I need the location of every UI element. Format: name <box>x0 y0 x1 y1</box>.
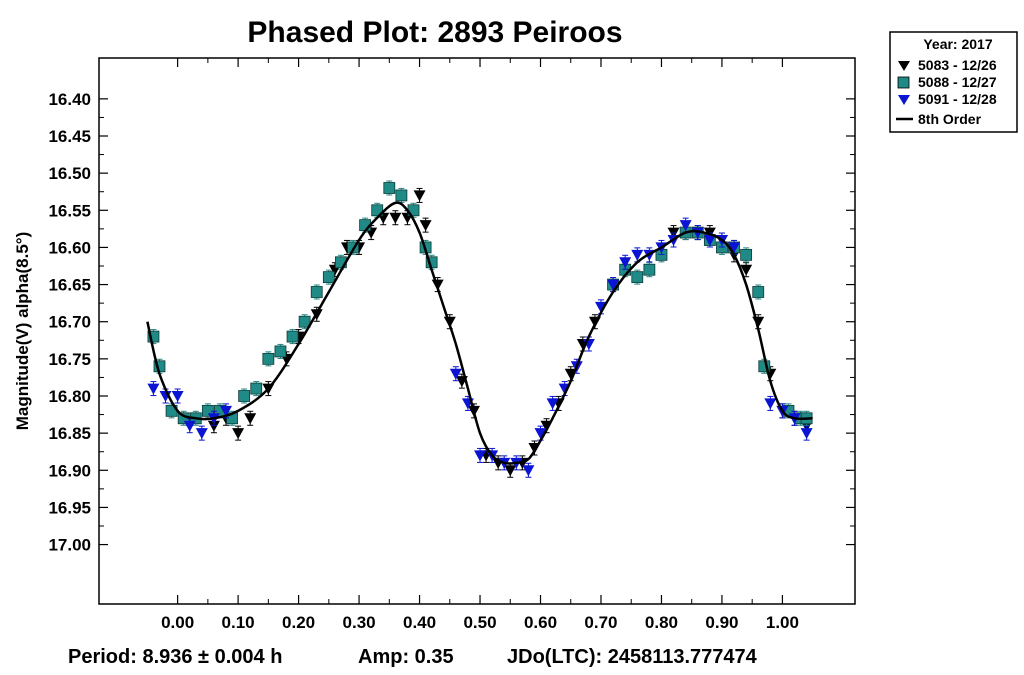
point-5083 <box>413 190 426 202</box>
point-5091 <box>220 405 233 417</box>
legend-entry-5083: 5083 - 12/26 <box>918 57 997 73</box>
point-5091 <box>764 398 777 410</box>
point-5088 <box>238 390 251 402</box>
y-tick-label: 16.45 <box>48 127 91 146</box>
point-5088 <box>383 182 396 194</box>
legend-entry-5088: 5088 - 12/27 <box>918 74 997 90</box>
data-points <box>147 180 813 478</box>
point-5088 <box>371 204 384 217</box>
point-5088 <box>322 271 335 284</box>
legend-title: Year: 2017 <box>923 36 992 52</box>
x-tick-label: 0.00 <box>161 613 194 632</box>
point-5088 <box>262 352 275 365</box>
point-5091 <box>171 391 184 402</box>
y-tick-label: 16.55 <box>48 201 91 220</box>
y-tick-label: 16.90 <box>48 461 91 480</box>
point-5091 <box>147 383 160 395</box>
x-tick-label: 0.20 <box>282 613 315 632</box>
point-5091 <box>183 420 196 432</box>
point-5083 <box>232 428 245 440</box>
point-5088 <box>310 286 323 298</box>
y-tick-label: 17.00 <box>48 536 91 555</box>
point-5088 <box>250 382 263 395</box>
point-5091 <box>195 428 208 440</box>
point-5088 <box>643 263 656 276</box>
point-5083 <box>244 413 257 425</box>
x-tick-label: 0.90 <box>705 613 738 632</box>
x-tick-label: 1.00 <box>766 613 799 632</box>
point-5088 <box>274 345 287 358</box>
y-tick-label: 16.50 <box>48 164 91 183</box>
y-axis-label: Magnitude(V) alpha(8.5°) <box>13 232 32 431</box>
legend-box <box>889 31 1018 133</box>
legend: Year: 2017 5083 - 12/26 5088 - 12/27 509… <box>889 31 1018 133</box>
y-tick-label: 16.85 <box>48 424 91 443</box>
x-tick-label: 0.10 <box>222 613 255 632</box>
point-5091 <box>534 428 547 440</box>
y-tick-label: 16.40 <box>48 90 91 109</box>
point-5083 <box>207 420 220 432</box>
point-5083 <box>504 465 517 477</box>
point-5091 <box>474 450 487 462</box>
epoch-label: JDo(LTC): 2458113.777474 <box>507 646 758 668</box>
legend-marker-5091 <box>898 95 910 105</box>
point-5091 <box>679 220 692 232</box>
x-tick-label: 0.50 <box>463 613 496 632</box>
y-tick-label: 16.60 <box>48 238 91 257</box>
legend-marker-5083 <box>898 61 910 71</box>
point-5088 <box>752 286 765 298</box>
x-tick-label: 0.40 <box>403 613 436 632</box>
point-5091 <box>728 242 741 254</box>
y-tick-label: 16.75 <box>48 350 91 369</box>
y-tick-label: 16.70 <box>48 313 91 332</box>
point-5088 <box>298 315 311 328</box>
point-5088 <box>631 271 644 284</box>
x-tick-label: 0.60 <box>524 613 557 632</box>
plot-frame <box>98 57 856 605</box>
point-5083 <box>419 220 432 232</box>
y-axis-ticks: 16.40 16.45 16.50 16.55 16.60 16.65 16.70 16.75… <box>48 90 855 555</box>
x-axis-ticks: 0.00 0.10 0.20 0.30 0.40 0.50 0.60 0.70 0.80 0.90… <box>161 58 799 632</box>
point-5091 <box>619 257 632 269</box>
legend-marker-5088 <box>897 76 910 89</box>
y-tick-label: 16.80 <box>48 387 91 406</box>
point-5091 <box>631 249 644 261</box>
point-5091 <box>607 279 620 291</box>
point-5088 <box>147 330 160 343</box>
period-label: Period: 8.936 ± 0.004 h <box>68 646 282 668</box>
point-5088 <box>740 248 753 261</box>
x-tick-label: 0.70 <box>584 613 617 632</box>
point-5091 <box>449 368 462 380</box>
point-5091 <box>546 398 559 410</box>
point-5083 <box>389 212 402 224</box>
x-tick-label: 0.80 <box>645 613 678 632</box>
point-5091 <box>522 465 535 477</box>
point-5088 <box>395 189 408 202</box>
point-5088 <box>286 330 299 343</box>
y-tick-label: 16.95 <box>48 498 91 517</box>
x-tick-label: 0.30 <box>343 613 376 632</box>
legend-entry-fit: 8th Order <box>918 111 982 127</box>
amplitude-label: Amp: 0.35 <box>358 646 454 668</box>
point-5083 <box>740 264 753 276</box>
fit-curve <box>146 201 813 465</box>
y-tick-label: 16.65 <box>48 276 91 295</box>
legend-entry-5091: 5091 - 12/28 <box>918 91 997 107</box>
chart-title: Phased Plot: 2893 Peiroos <box>247 16 622 49</box>
point-5091 <box>800 428 813 440</box>
point-5091 <box>703 235 716 246</box>
